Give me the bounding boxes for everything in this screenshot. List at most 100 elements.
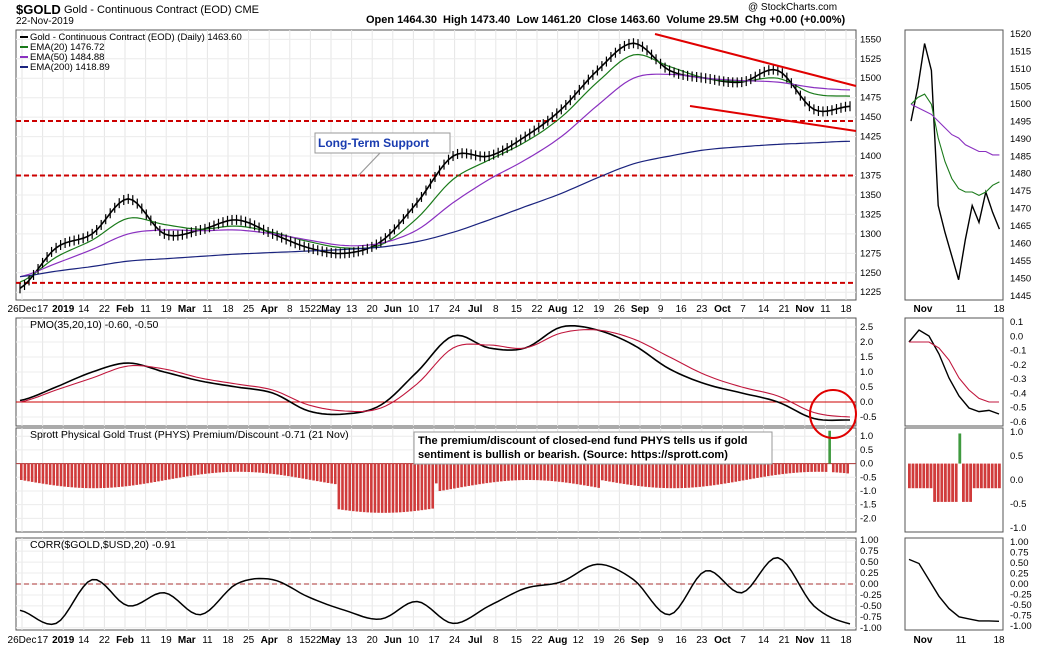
premium-bar [337,463,341,510]
x-tick-label-top: Mar [178,304,196,315]
premium-bar [763,463,766,477]
legend-label: EMA(20) 1476.72 [30,42,104,53]
x-tick-label-bottom: 26 [614,635,626,646]
premium-bar [189,463,193,476]
premium-bar [391,463,395,513]
inset-premium-y-tick: 0.0 [1010,475,1023,486]
x-tick-label-top: 14 [758,304,770,315]
x-tick-label-bottom: 8 [287,635,293,646]
premium-bar [240,463,243,472]
inset-premium-bar [918,463,922,489]
premium-bar [640,463,644,487]
inset-frame-pmo [904,317,1004,427]
premium-bar [568,463,572,484]
premium-bar [236,463,240,472]
price-y-tick: 1500 [860,73,881,84]
x-tick-label-bottom: 22 [99,635,111,646]
premium-bar [341,463,344,510]
premium-bar [741,463,745,481]
x-tick-label-bottom: Nov [795,635,814,646]
premium-bar [716,463,720,485]
premium-bar [785,463,788,474]
premium-bar [575,463,579,485]
x-tick-label-bottom: 22 [531,635,543,646]
premium-annotation-line2: sentiment is bullish or bearish. (Source… [418,449,728,461]
inset-corr-y-tick: -0.50 [1010,600,1032,611]
premium-bar [572,463,575,484]
inset-frame-price [904,29,1004,301]
inset-price-line [910,43,1001,280]
premium-bar [734,463,738,482]
x-tick-label-bottom: Sep [631,635,649,646]
premium-bar [492,463,496,483]
inset-corr-y-tick: -0.25 [1010,590,1032,601]
pmo-y-tick: 2.5 [860,322,873,333]
premium-bar [799,463,803,473]
premium-bar [637,463,640,486]
x-tick-label-bottom: 24 [449,635,461,646]
x-tick-label-top: 14 [78,304,90,315]
premium-bar [460,463,463,488]
premium-bar [308,463,312,480]
premium-annotation-line1: The premium/discount of closed-end fund … [418,435,747,447]
pmo-highlight-circle [809,389,857,439]
premium-bar [66,463,70,487]
premium-bar [846,463,849,474]
inset-premium-bar [947,463,951,502]
inset-premium-bar [951,463,954,502]
premium-bar [499,463,503,482]
premium-bar [687,463,691,488]
x-tick-label-top: Aug [548,304,567,315]
credit: @ StockCharts.com [748,2,838,13]
x-tick-label-top: 15 [511,304,523,315]
premium-bar [164,463,167,481]
x-tick-label-bottom: 19 [161,635,173,646]
inset-price-y-tick: 1445 [1010,291,1031,302]
premium-bar [528,463,532,481]
premium-title: Sprott Physical Gold Trust (PHYS) Premiu… [30,429,349,441]
premium-bar [81,463,84,488]
panel-frame-price [15,29,857,301]
pmo-y-tick: 0.0 [860,397,873,408]
x-tick-label-top: 22 [531,304,543,315]
x-tick-label-top: 18 [222,304,234,315]
premium-bar [543,463,546,481]
premium-bar [254,463,258,473]
premium-bar [193,463,196,476]
x-tick-label-bottom: Oct [714,635,731,646]
premium-bar [427,463,431,510]
premium-bar [456,463,460,488]
inset-premium-bar [936,463,940,502]
x-tick-label-bottom: 14 [758,635,770,646]
price-y-tick: 1250 [860,268,881,279]
premium-bar [319,463,323,482]
premium-bar [691,463,694,488]
legend-label: EMA(50) 1484.88 [30,52,104,63]
premium-bar [821,463,824,472]
premium-bar [200,463,204,475]
premium-annotation-box [413,431,773,465]
premium-bar [41,463,45,484]
inset-price-y-tick: 1505 [1010,81,1031,92]
premium-bar [95,463,99,489]
inset-pmo-y-tick: -0.3 [1010,374,1026,385]
inset-premium-bar [980,463,983,489]
premium-bar [290,463,294,477]
inset-premium-bar [915,463,918,489]
premium-bar [373,463,377,513]
premium-bar [438,463,442,491]
premium-bar [554,463,557,482]
premium-bar [84,463,88,489]
inset-premium-bar [965,463,969,502]
price-y-tick: 1225 [860,287,881,298]
inset-pmo-y-tick: -0.2 [1010,360,1026,371]
premium-bar [831,463,835,473]
annotations: Long-Term Support The premium/discount of… [314,33,857,465]
x-tick-label-top: 17 [37,304,49,315]
premium-y-tick: -0.5 [860,472,876,483]
premium-bar [113,463,117,488]
premium-bar [539,463,543,481]
x-tick-label-bottom: 1522 [299,635,322,646]
premium-bar [186,463,189,477]
inset-premium-bar [976,463,980,489]
